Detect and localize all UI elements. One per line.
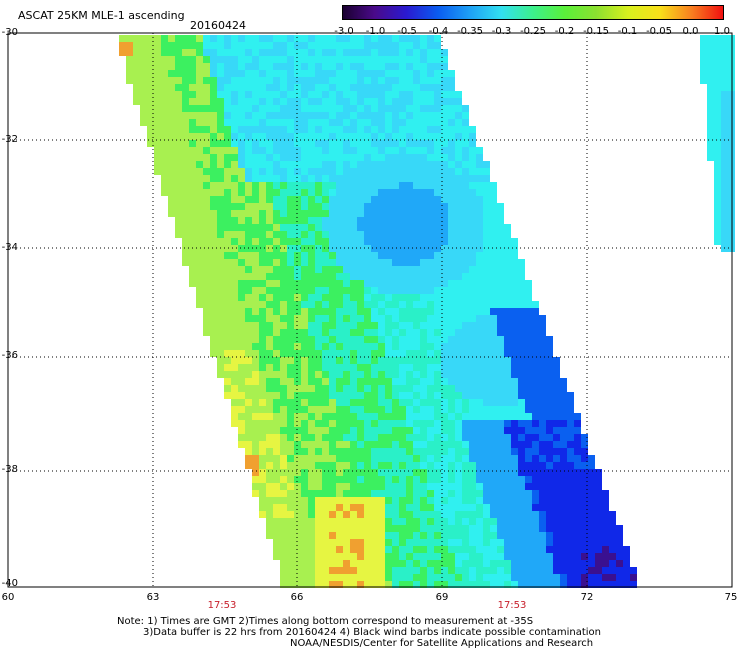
- colorbar-tick-2: -0.5: [397, 26, 417, 37]
- colorbar-tick-5: -0.3: [491, 26, 512, 37]
- map-grid: [8, 33, 732, 587]
- time-label-right: 17:53: [497, 600, 527, 611]
- colorbar-tick-11: 0.0: [682, 26, 699, 37]
- secondary-wind-swath: [700, 35, 735, 252]
- y-label-36: -36: [1, 350, 18, 361]
- chart-title: ASCAT 25KM MLE-1 ascending: [18, 9, 185, 22]
- y-label-40: -40: [1, 578, 18, 589]
- colorbar-tick-4: -0.35: [457, 26, 483, 37]
- x-label-60: 60: [1, 592, 15, 603]
- footer-note-1: Note: 1) Times are GMT 2)Times along bot…: [117, 616, 534, 627]
- x-label-66: 66: [290, 592, 304, 603]
- colorbar-tick-10: -0.05: [646, 26, 672, 37]
- colorbar-tick-3: -0.4: [428, 26, 449, 37]
- colorbar-tick-6: -0.25: [520, 26, 546, 37]
- colorbar-tick-12: 1.0: [714, 26, 730, 37]
- colorbar-tick-1: -1.0: [365, 26, 386, 37]
- x-label-72: 72: [580, 592, 594, 603]
- y-label-32: -32: [1, 134, 18, 145]
- chart-date: 20160424: [190, 19, 246, 32]
- plot-frame: [7, 32, 733, 588]
- colorbar-tick-9: -0.1: [617, 26, 638, 37]
- x-label-75: 75: [724, 592, 738, 603]
- footer-note-2: 3)Data buffer is 22 hrs from 20160424 4)…: [143, 627, 601, 638]
- y-label-30: -30: [1, 27, 18, 38]
- x-label-69: 69: [435, 592, 449, 603]
- colorbar: [342, 5, 724, 20]
- y-label-34: -34: [1, 242, 18, 253]
- colorbar-tick-8: -0.15: [583, 26, 609, 37]
- footer-note-3: NOAA/NESDIS/Center for Satellite Applica…: [290, 638, 594, 649]
- y-label-38: -38: [1, 464, 18, 475]
- colorbar-tick-0: -3.0: [334, 26, 354, 37]
- time-label-left: 17:53: [207, 600, 237, 611]
- colorbar-tick-7: -0.2: [554, 26, 575, 37]
- x-label-63: 63: [146, 592, 160, 603]
- wind-swath: [119, 35, 637, 588]
